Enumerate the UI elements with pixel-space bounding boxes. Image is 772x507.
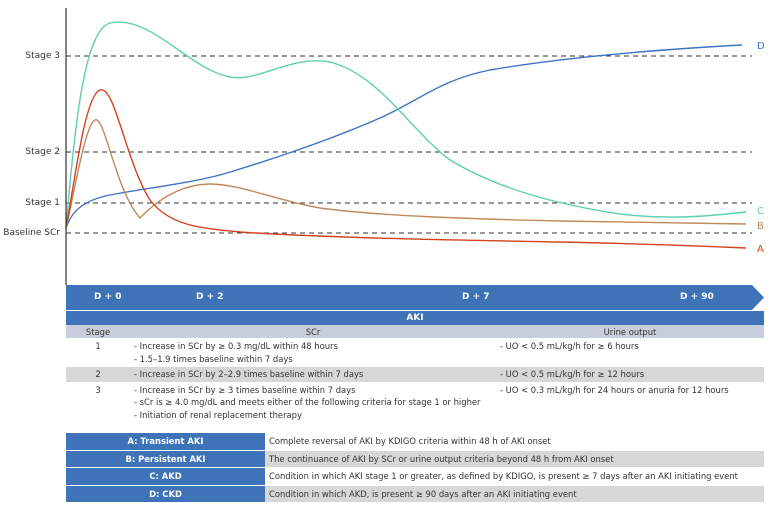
scr-line: - 1.5–1.9 times baseline within 7 days — [134, 353, 293, 364]
header-stage: Stage — [85, 327, 111, 337]
curve-c — [65, 21, 747, 229]
aki-table-header: Stage SCr Urine output — [66, 325, 764, 339]
aki-staging-table: AKI Stage SCr Urine output 1 - Increase … — [66, 311, 764, 423]
header-scr: SCr — [305, 327, 321, 337]
scr-line: - Increase in SCr by ≥ 3 times baseline … — [134, 384, 356, 395]
stage-cell: 3 — [95, 384, 101, 395]
definition-text: The continuance of AKI by SCr or urine o… — [265, 450, 764, 467]
table-row: 2 - Increase in SCr by 2–2.9 times basel… — [66, 367, 764, 383]
timeline-d90: D + 90 — [680, 292, 714, 302]
scr-line: - Increase in SCr by ≥ 0.3 mg/dL within … — [134, 341, 338, 351]
aki-table-title: AKI — [66, 311, 764, 325]
definition-term: A: Transient AKI — [66, 433, 265, 450]
definition-row: B: Persistent AKI The continuance of AKI… — [66, 450, 764, 468]
chart-canvas: D C B A — [65, 8, 765, 285]
definition-term: D: CKD — [66, 485, 265, 502]
definition-text: Condition in which AKI stage 1 or greate… — [265, 468, 764, 485]
definition-term: B: Persistent AKI — [66, 450, 265, 467]
scr-line: - Initiation of renal replacement therap… — [134, 409, 302, 420]
scr-cell: - Increase in SCr by ≥ 3 times baseline … — [130, 383, 496, 423]
timeline-d2: D + 2 — [196, 292, 224, 302]
uo-cell: - UO < 0.3 mL/kg/h for 24 hours or anuri… — [500, 384, 729, 395]
stage-cell: 2 — [95, 369, 101, 379]
y-label-stage-2: Stage 2 — [25, 147, 60, 157]
definition-row: A: Transient AKI Complete reversal of AK… — [66, 433, 764, 451]
scr-cell: - Increase in SCr by 2–2.9 times baselin… — [130, 367, 496, 382]
timeline-d7: D + 7 — [462, 292, 490, 302]
label-c: C — [757, 206, 764, 217]
timeline-arrow-shape — [66, 285, 764, 310]
table-row: 3 - Increase in SCr by ≥ 3 times baselin… — [66, 382, 764, 423]
header-uo: Urine output — [603, 327, 657, 337]
stage-cell: 1 — [95, 341, 101, 351]
timeline-arrow: D + 0 D + 2 D + 7 D + 90 — [66, 285, 764, 310]
label-a: A — [757, 244, 764, 255]
scr-line: - Increase in SCr by 2–2.9 times baselin… — [134, 369, 364, 379]
scr-line: - sCr is ≥ 4.0 mg/dL and meets either of… — [134, 397, 481, 407]
y-label-stage-1: Stage 1 — [25, 198, 60, 208]
uo-cell: - UO < 0.5 mL/kg/h for ≥ 12 hours — [500, 369, 645, 379]
label-b: B — [757, 221, 764, 232]
definitions-table: A: Transient AKI Complete reversal of AK… — [66, 433, 764, 503]
curve-d — [65, 44, 743, 229]
definition-row: C: AKD Condition in which AKI stage 1 or… — [66, 468, 764, 486]
y-label-baseline: Baseline SCr — [3, 228, 60, 238]
uo-cell: - UO < 0.5 mL/kg/h for ≥ 6 hours — [500, 341, 639, 351]
y-label-stage-3: Stage 3 — [25, 51, 60, 61]
definition-row: D: CKD Condition in which AKD, is presen… — [66, 485, 764, 503]
timeline-d0: D + 0 — [94, 292, 122, 302]
curve-a — [65, 89, 747, 249]
label-d: D — [757, 41, 765, 52]
scr-cell: - Increase in SCr by ≥ 0.3 mg/dL within … — [130, 339, 496, 366]
table-row: 1 - Increase in SCr by ≥ 0.3 mg/dL withi… — [66, 339, 764, 367]
aki-course-chart: D C B A Stage 3 Stage 2 Stage 1 Baseline… — [3, 8, 765, 285]
definition-text: Condition in which AKD, is present ≥ 90 … — [265, 485, 764, 502]
definition-term: C: AKD — [66, 468, 265, 485]
curve-b — [65, 119, 747, 229]
definition-text: Complete reversal of AKI by KDIGO criter… — [265, 433, 764, 450]
